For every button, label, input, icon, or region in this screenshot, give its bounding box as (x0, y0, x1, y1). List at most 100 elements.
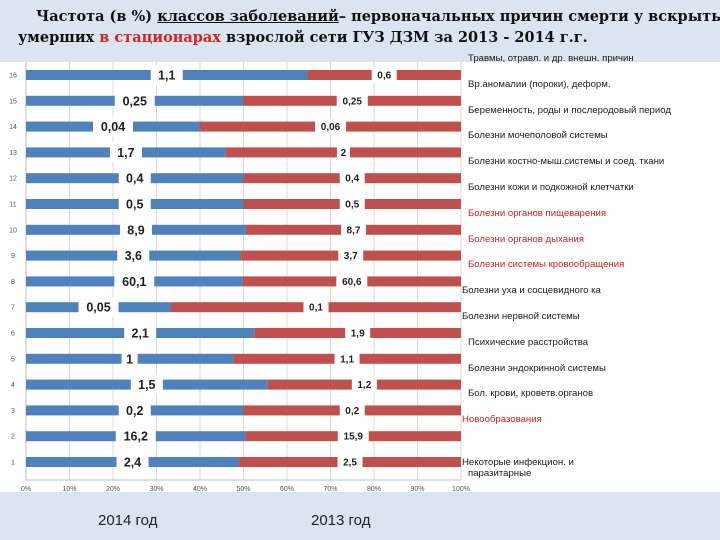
title-line-1: Частота (в %) классов заболеваний– перво… (18, 6, 720, 27)
x-tick-label: 0% (21, 486, 31, 492)
x-tick-label: 30% (149, 486, 163, 492)
data-label-2013: 60,6 (342, 277, 362, 288)
x-tick-label: 90% (410, 486, 424, 492)
category-label: 7 (11, 305, 15, 312)
data-label-2013: 0,6 (377, 71, 391, 82)
data-label-box-2014 (115, 426, 156, 447)
data-label-2013: 0,1 (309, 303, 323, 314)
legend-item: Болезни нервной системы (462, 311, 580, 322)
x-tick-label: 100% (452, 486, 470, 492)
data-label-box-2014 (109, 142, 142, 163)
category-label: 10 (9, 227, 17, 234)
data-label-box-2014 (150, 65, 183, 85)
category-label: 16 (9, 73, 17, 80)
category-label: 11 (9, 202, 16, 209)
category-label: 5 (11, 356, 15, 363)
data-label-box-2014 (118, 400, 151, 421)
data-label-box-2014 (118, 194, 151, 214)
data-label-2014: 0,05 (86, 301, 110, 315)
data-label-2013: 0,2 (345, 406, 359, 417)
legend-item: Болезни уха и сосцевидного ка (462, 285, 601, 297)
legend-item: Болезни органов пищеварения (468, 207, 607, 219)
legend-item: Болезни кожи и подкожной клетчатки (468, 182, 634, 193)
category-label: 12 (9, 176, 17, 183)
data-label-box-2013 (303, 299, 329, 316)
data-label-box-2013 (337, 454, 363, 470)
category-label: 15 (9, 98, 17, 105)
data-label-2014: 60,1 (122, 275, 146, 289)
category-label: 3 (11, 408, 15, 415)
data-label-2014: 1 (126, 352, 133, 366)
x-tick-label: 50% (236, 486, 250, 492)
title-text-4: умерших (18, 29, 100, 46)
year-label-2013: 2013 год (311, 512, 371, 529)
data-label-box-2014 (114, 90, 155, 111)
data-label-2014: 1,5 (138, 378, 155, 392)
title-text-6: взрослой сети ГУЗ ДЗМ за 2013 - 2014 г.г… (220, 29, 588, 46)
title-text-underlined: классов заболеваний (157, 8, 339, 25)
data-label-box-2013 (334, 350, 360, 367)
x-tick-label: 10% (62, 486, 76, 492)
data-label-box-2013 (339, 170, 365, 187)
data-label-2014: 0,04 (101, 120, 125, 134)
title-line-2: умерших в стационарах взрослой сети ГУЗ … (18, 27, 708, 48)
data-label-2013: 1,9 (351, 329, 365, 340)
data-label-box-2014 (130, 374, 163, 395)
title-text-red: в стационарах (99, 29, 221, 46)
category-label: 6 (11, 331, 15, 338)
data-label-2013: 0,5 (345, 200, 359, 211)
data-label-2013: 1,1 (340, 354, 354, 365)
data-label-box-2014 (119, 219, 152, 240)
data-label-box-2013 (315, 118, 346, 135)
legend-item: Вр.аномалии (пороки), деформ. (468, 78, 611, 90)
category-label: 9 (11, 253, 15, 260)
title-text-1: Частота (в %) (36, 8, 158, 25)
legend-item: Травмы, отравл. и др. внешн. причин (468, 53, 634, 64)
data-label-box-2014 (116, 452, 149, 472)
data-label-box-2013 (345, 325, 371, 341)
category-label: 4 (11, 382, 15, 389)
data-label-2014: 16,2 (124, 430, 148, 444)
data-label-box-2014 (117, 245, 150, 266)
data-label-box-2013 (337, 428, 369, 445)
data-label-2014: 3,6 (125, 249, 142, 263)
data-label-box-2014 (78, 297, 119, 318)
data-label-box-2013 (336, 92, 368, 109)
data-label-box-2014 (118, 168, 151, 189)
x-tick-label: 60% (280, 486, 294, 492)
data-label-box-2013 (339, 402, 365, 419)
year-label-2014: 2014 год (98, 512, 158, 529)
category-label: 2 (11, 434, 15, 441)
data-label-box-2013 (336, 144, 350, 161)
data-label-2013: 3,7 (344, 251, 358, 262)
data-label-2013: 2,5 (343, 458, 357, 469)
data-label-2013: 0,25 (343, 96, 363, 107)
chart-svg: 0% 10% 20% 30% 40% 50% 60% 70% 80% 90% 100% 1 2,4 2,5… (9, 62, 470, 492)
data-label-box-2014 (93, 116, 133, 137)
x-tick-label: 80% (367, 486, 381, 492)
data-label-box-2013 (340, 221, 366, 238)
legend-item: Болезни органов дыхания (468, 233, 584, 245)
stacked-bar-chart: 0% 10% 20% 30% 40% 50% 60% 70% 80% 90% 100% 1 2,4 2,5… (0, 53, 720, 492)
data-label-2013: 0,4 (345, 174, 359, 185)
data-label-box-2013 (371, 67, 397, 83)
category-label: 8 (11, 279, 15, 286)
x-tick-label: 70% (323, 486, 337, 492)
category-label: 13 (9, 150, 17, 157)
data-label-2014: 8,9 (127, 223, 144, 237)
legend-item: Психические расстройства (468, 336, 589, 348)
data-label-2013: 8,7 (347, 225, 361, 236)
data-label-2013: 15,9 (344, 432, 364, 443)
data-label-box-2014 (114, 271, 155, 292)
data-label-2014: 2,4 (124, 456, 141, 470)
data-label-2014: 1,1 (158, 69, 175, 83)
data-label-2014: 0,25 (123, 94, 147, 108)
data-label-box-2013 (351, 376, 377, 393)
legend-item: Некоторые инфекцион. и паразитарные (462, 457, 574, 479)
data-label-2014: 2,1 (131, 327, 148, 341)
data-label-box-2013 (336, 273, 368, 290)
data-label-box-2014 (124, 323, 157, 343)
data-label-box-2013 (338, 247, 364, 264)
legend-item: Бол. крови, кроветв.органов (468, 388, 594, 400)
legend-item: Новообразования (462, 414, 542, 426)
